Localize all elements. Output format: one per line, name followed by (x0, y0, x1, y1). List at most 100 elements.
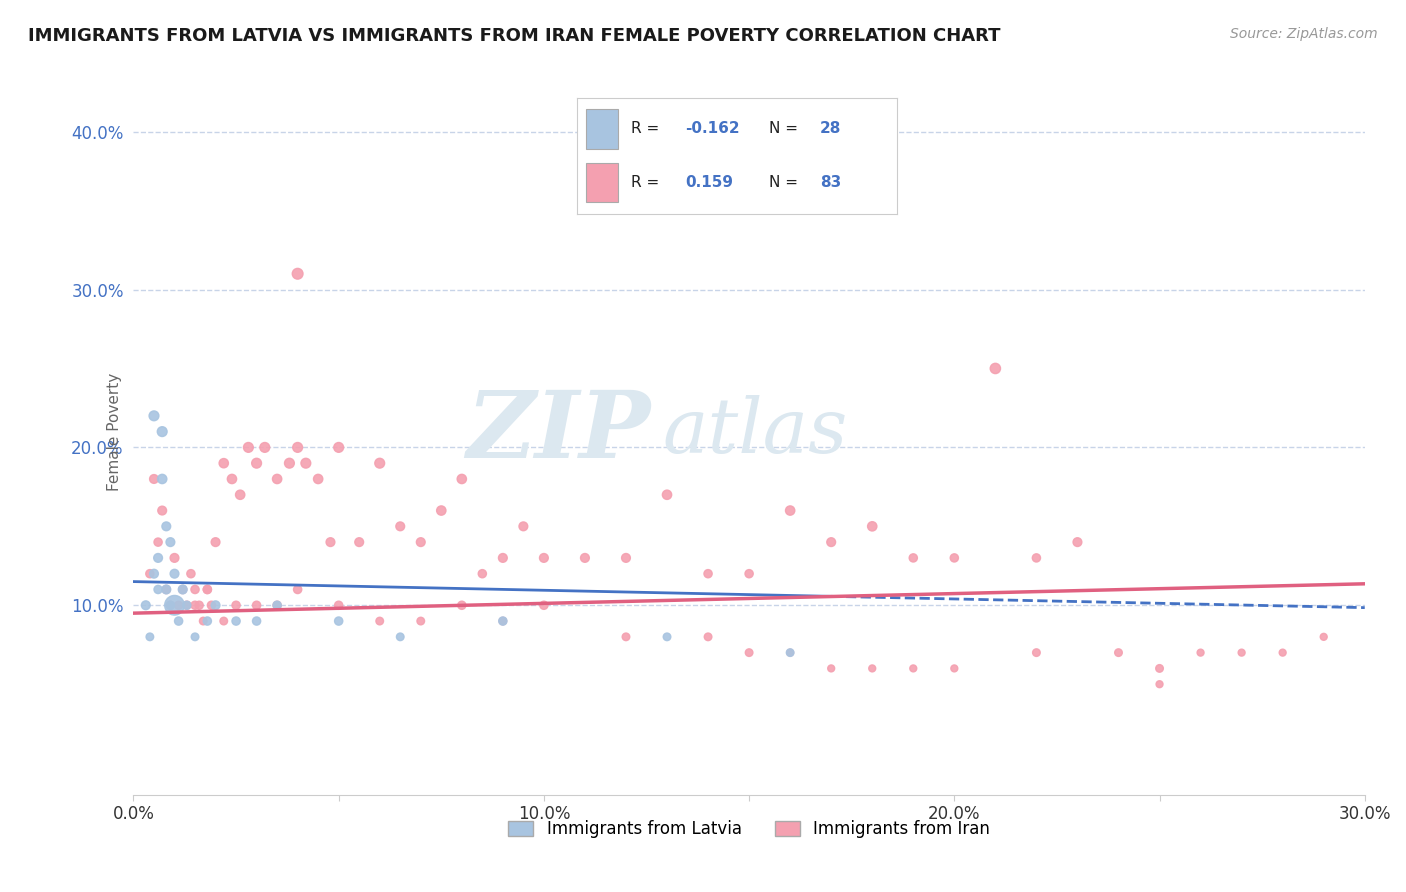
Point (204, 599, 226, 613)
Point (278, 456, 301, 470)
Point (903, 661, 925, 675)
Point (943, 550, 966, 565)
Text: ZIP: ZIP (467, 386, 651, 476)
Point (779, 503, 801, 517)
Point (655, 630, 678, 644)
Point (253, 441, 276, 455)
Point (697, 566, 720, 581)
Point (195, 582, 218, 597)
Text: atlas: atlas (662, 394, 848, 468)
Point (614, 630, 637, 644)
Point (193, 614, 215, 628)
Point (245, 456, 267, 470)
Point (1108, 646, 1130, 660)
Point (368, 456, 391, 470)
Point (172, 582, 194, 597)
Point (1312, 630, 1334, 644)
Point (221, 472, 243, 486)
Point (172, 582, 194, 597)
Legend: Immigrants from Latvia, Immigrants from Iran: Immigrants from Latvia, Immigrants from … (502, 814, 997, 845)
Point (135, 599, 157, 613)
Point (779, 646, 801, 660)
Point (212, 614, 235, 628)
Point (492, 614, 515, 628)
Point (389, 630, 412, 644)
Text: Source: ZipAtlas.com: Source: ZipAtlas.com (1230, 27, 1378, 41)
Point (1149, 661, 1171, 675)
Point (150, 472, 173, 486)
Point (180, 566, 202, 581)
Point (266, 599, 288, 613)
Point (287, 267, 309, 281)
Point (471, 566, 494, 581)
Point (409, 535, 432, 549)
Point (1025, 646, 1047, 660)
Point (492, 550, 515, 565)
Point (409, 614, 432, 628)
Point (1230, 646, 1253, 660)
Point (1189, 646, 1212, 660)
Point (195, 582, 218, 597)
Point (860, 519, 883, 533)
Point (204, 535, 226, 549)
Point (155, 582, 177, 597)
Point (779, 646, 801, 660)
Point (163, 599, 186, 613)
Y-axis label: Female Poverty: Female Poverty (107, 373, 122, 491)
Point (176, 599, 198, 613)
Point (533, 550, 555, 565)
Point (319, 535, 342, 549)
Point (200, 599, 222, 613)
Point (287, 441, 309, 455)
Point (238, 441, 260, 455)
Point (307, 472, 329, 486)
Point (150, 425, 173, 439)
Point (860, 661, 883, 675)
Point (229, 488, 252, 502)
Point (1149, 677, 1171, 691)
Point (614, 550, 637, 565)
Point (697, 630, 720, 644)
Point (139, 630, 162, 644)
Point (820, 535, 842, 549)
Point (389, 519, 412, 533)
Point (984, 361, 1007, 376)
Point (184, 599, 207, 613)
Point (146, 535, 169, 549)
Point (655, 488, 678, 502)
Point (266, 599, 288, 613)
Point (225, 599, 247, 613)
Point (163, 566, 186, 581)
Point (159, 599, 181, 613)
Point (295, 456, 318, 470)
Point (139, 566, 162, 581)
Point (1271, 646, 1294, 660)
Point (347, 535, 370, 549)
Point (159, 535, 181, 549)
Point (195, 614, 218, 628)
Point (287, 582, 309, 597)
Point (820, 661, 842, 675)
Point (328, 614, 350, 628)
Point (167, 614, 190, 628)
Point (738, 646, 761, 660)
Point (943, 661, 966, 675)
Point (1025, 550, 1047, 565)
Text: IMMIGRANTS FROM LATVIA VS IMMIGRANTS FROM IRAN FEMALE POVERTY CORRELATION CHART: IMMIGRANTS FROM LATVIA VS IMMIGRANTS FRO… (28, 27, 1001, 45)
Point (146, 582, 169, 597)
Point (368, 614, 391, 628)
Point (143, 566, 166, 581)
Point (738, 566, 761, 581)
Point (184, 582, 207, 597)
Point (533, 599, 555, 613)
Point (150, 503, 173, 517)
Point (430, 503, 453, 517)
Point (167, 599, 190, 613)
Point (143, 409, 166, 423)
Point (184, 630, 207, 644)
Point (266, 472, 288, 486)
Point (492, 614, 515, 628)
Point (176, 599, 198, 613)
Point (574, 550, 596, 565)
Point (225, 614, 247, 628)
